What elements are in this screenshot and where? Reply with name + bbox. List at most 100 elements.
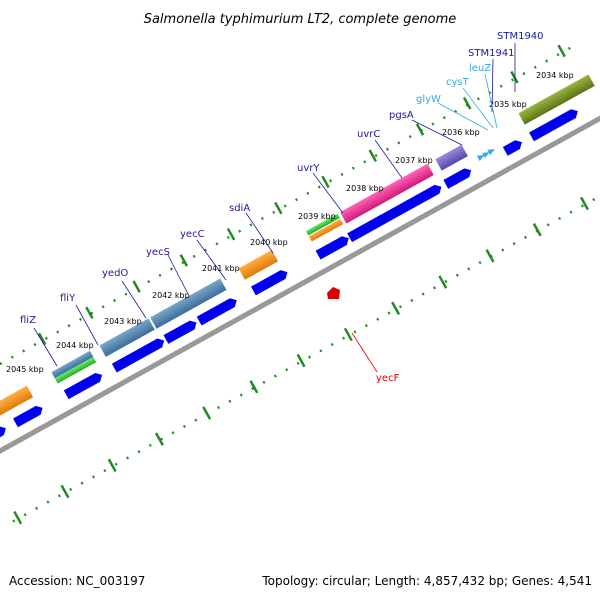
cds-arrow[interactable] (111, 336, 167, 373)
feature-block-orange[interactable] (308, 218, 344, 242)
major-tick (107, 458, 117, 473)
leader-line (374, 139, 403, 179)
major-tick (202, 406, 212, 420)
major-tick (391, 301, 401, 315)
feature-block-orange[interactable] (0, 385, 34, 417)
kbp-label: 2036 kbp (442, 128, 480, 137)
leader-line (196, 239, 227, 281)
major-tick (438, 275, 448, 289)
kbp-labels: 2034 kbp 2035 kbp 2036 kbp 2037 kbp 2038… (6, 71, 574, 374)
kbp-label: 2044 kbp (56, 341, 94, 350)
major-tick (415, 123, 425, 136)
leader-line (484, 73, 498, 129)
leader-line (245, 212, 274, 254)
major-tick (13, 510, 23, 525)
cds-arrow[interactable] (0, 424, 8, 448)
major-tick (274, 201, 283, 215)
genome-backbone-shadow (0, 110, 600, 465)
inner-major-ticks (13, 196, 589, 525)
feature-block-green[interactable] (305, 213, 340, 236)
leader-line (437, 102, 489, 131)
leader-line (33, 327, 58, 367)
leader-line (462, 87, 494, 129)
major-tick (37, 332, 47, 346)
kbp-label: 2040 kbp (250, 238, 288, 247)
gene-label-leuZ[interactable]: leuZ (469, 63, 491, 74)
gene-label-pgsA[interactable]: pgsA (389, 110, 414, 121)
kbp-label: 2039 kbp (298, 212, 336, 221)
major-tick (485, 249, 495, 263)
major-tick (343, 327, 353, 342)
cds-arrow[interactable] (13, 403, 45, 428)
cds-arrow[interactable] (502, 138, 524, 156)
major-tick (557, 44, 566, 58)
gene-label-uvrC[interactable]: uvrC (357, 129, 380, 140)
kbp-label: 2038 kbp (346, 184, 384, 193)
gene-label-fliY[interactable]: fliY (60, 293, 76, 304)
feature-block-blue[interactable] (51, 350, 94, 379)
major-tick (368, 149, 377, 162)
cds-features (0, 74, 595, 448)
feature-block-purple[interactable] (435, 144, 468, 171)
cds-arrow[interactable] (529, 107, 580, 142)
leader-line (121, 280, 147, 319)
kbp-label: 2035 kbp (489, 100, 527, 109)
cds-arrow[interactable] (63, 371, 105, 400)
gene-label-fliZ[interactable]: fliZ (20, 315, 36, 326)
leader-line (351, 332, 378, 373)
major-tick (296, 353, 306, 368)
leader-line (411, 119, 463, 146)
gene-label-yecS[interactable]: yecS (146, 247, 170, 258)
gene-labels: STM1940 STM1941 leuZ cysT glyW pgsA uvrC… (20, 31, 544, 384)
cds-arrow[interactable] (250, 268, 290, 296)
gene-label-STM1940[interactable]: STM1940 (497, 31, 544, 42)
gene-label-cysT[interactable]: cysT (446, 77, 470, 88)
trna-arrow[interactable] (482, 149, 491, 159)
cds-arrow[interactable] (443, 166, 473, 189)
leader-line (491, 58, 494, 113)
kbp-label: 2042 kbp (152, 291, 190, 300)
cds-arrow[interactable] (196, 296, 239, 326)
feature-block-blue[interactable] (150, 278, 227, 329)
major-tick (154, 432, 164, 446)
cds-arrow[interactable] (347, 182, 444, 243)
map-title: Salmonella typhimurium LT2, complete gen… (144, 12, 457, 27)
leader-line (167, 254, 189, 295)
outer-major-ticks (37, 44, 566, 346)
gene-label-yedO[interactable]: yedO (102, 268, 128, 279)
accession-text: Accession: NC_003197 (9, 574, 145, 588)
major-tick (249, 380, 259, 394)
kbp-label: 2045 kbp (6, 365, 44, 374)
kbp-label: 2034 kbp (536, 71, 574, 80)
major-tick (321, 175, 330, 189)
gene-label-uvrY[interactable]: uvrY (297, 163, 320, 174)
feature-block-orange[interactable] (238, 249, 279, 280)
feature-block-olive[interactable] (518, 74, 595, 125)
major-tick (510, 70, 519, 84)
major-tick (132, 280, 141, 293)
cds-arrow[interactable] (163, 318, 198, 344)
trna-arrow[interactable] (476, 152, 486, 161)
cds-arrow[interactable] (315, 234, 351, 260)
gene-label-yecF[interactable]: yecF (376, 373, 400, 384)
gene-label-STM1941[interactable]: STM1941 (468, 48, 515, 59)
feature-block-pink[interactable] (340, 163, 434, 224)
major-tick (532, 222, 542, 237)
genome-track (0, 44, 600, 525)
leader-line (312, 172, 344, 214)
major-tick (579, 196, 589, 211)
major-tick (226, 227, 236, 241)
kbp-label: 2041 kbp (202, 264, 240, 273)
major-tick (462, 97, 472, 110)
gene-label-glyW[interactable]: glyW (416, 94, 441, 105)
gene-label-yecC[interactable]: yecC (180, 229, 205, 240)
feature-block-blue[interactable] (99, 318, 155, 357)
major-tick (85, 306, 94, 320)
gene-label-sdiA[interactable]: sdiA (229, 203, 250, 214)
feature-block-green[interactable] (54, 356, 97, 384)
reverse-feature-yecF[interactable] (327, 287, 340, 299)
kbp-label: 2037 kbp (395, 156, 433, 165)
trna-arrow[interactable] (487, 147, 496, 156)
major-tick (179, 254, 189, 267)
